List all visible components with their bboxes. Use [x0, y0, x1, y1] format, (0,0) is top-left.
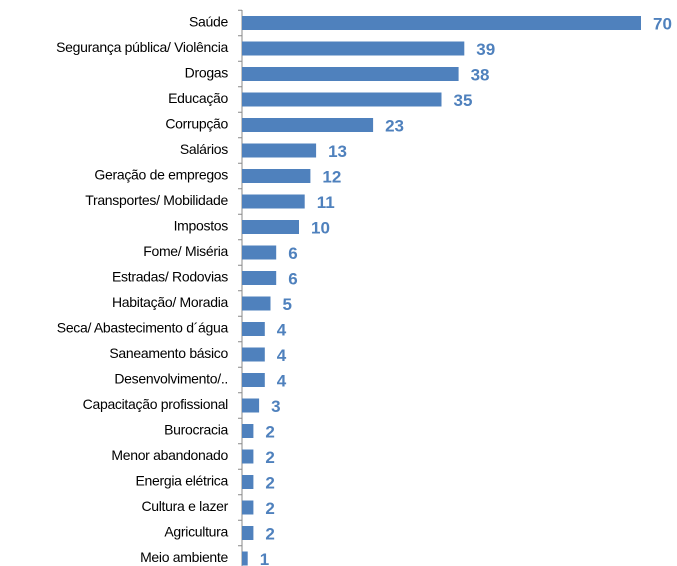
value-label: 4 — [277, 320, 287, 339]
value-label: 13 — [328, 142, 347, 161]
bar — [242, 373, 265, 387]
value-label: 4 — [277, 346, 287, 365]
value-label: 3 — [271, 397, 280, 416]
value-label: 2 — [265, 524, 274, 543]
category-label: Saneamento básico — [109, 345, 228, 361]
bar — [242, 475, 254, 489]
bar — [242, 143, 317, 158]
category-label: Capacitação profissional — [83, 396, 229, 412]
value-label: 2 — [265, 422, 274, 441]
category-label: Segurança pública/ Violência — [56, 39, 228, 55]
value-label: 35 — [454, 91, 473, 110]
bar — [242, 347, 265, 362]
bar — [242, 118, 374, 132]
category-label: Menor abandonado — [111, 447, 228, 463]
bar — [242, 500, 254, 515]
bar — [242, 398, 260, 413]
value-label: 70 — [653, 14, 672, 33]
category-label: Agricultura — [164, 524, 228, 540]
category-label: Impostos — [174, 218, 229, 234]
value-label: 6 — [288, 269, 297, 288]
value-label: 2 — [265, 473, 274, 492]
category-label: Meio ambiente — [140, 549, 228, 565]
bar — [242, 526, 254, 540]
category-label: Educação — [168, 90, 228, 106]
value-label: 4 — [277, 371, 287, 390]
value-label: 1 — [260, 550, 269, 566]
bar — [242, 245, 277, 260]
bar — [242, 322, 265, 336]
category-label: Saúde — [189, 14, 228, 30]
value-label: 11 — [317, 193, 335, 212]
bar — [242, 271, 277, 285]
category-label: Salários — [180, 141, 228, 157]
value-label: 12 — [322, 167, 341, 186]
category-label: Corrupção — [165, 116, 228, 132]
bar — [242, 92, 442, 107]
bar — [242, 41, 465, 56]
value-label: 2 — [265, 448, 274, 467]
category-label: Cultura e lazer — [141, 498, 228, 514]
bar — [242, 194, 305, 209]
value-label: 10 — [311, 218, 330, 237]
bar — [242, 220, 299, 234]
value-label: 23 — [385, 116, 404, 135]
bar — [242, 424, 254, 438]
category-label: Drogas — [185, 65, 229, 81]
category-label: Burocracia — [164, 422, 228, 438]
category-label: Habitação/ Moradia — [112, 294, 229, 310]
category-label: Desenvolvimento/.. — [114, 371, 228, 387]
bar — [242, 551, 248, 566]
category-label: Seca/ Abastecimento d´água — [57, 320, 229, 336]
value-label: 38 — [471, 65, 490, 84]
bar — [242, 449, 254, 464]
category-label: Transportes/ Mobilidade — [85, 192, 228, 208]
value-label: 39 — [476, 40, 495, 59]
value-label: 6 — [288, 244, 297, 263]
bar — [242, 67, 459, 81]
value-label: 5 — [283, 295, 292, 314]
category-label: Estradas/ Rodovias — [112, 269, 228, 285]
value-label: 2 — [265, 499, 274, 518]
bar — [242, 16, 641, 30]
bar — [242, 296, 271, 311]
category-label: Geração de empregos — [94, 167, 228, 183]
category-label: Fome/ Miséria — [143, 243, 228, 259]
category-label: Energia elétrica — [136, 473, 229, 489]
bar — [242, 169, 311, 183]
